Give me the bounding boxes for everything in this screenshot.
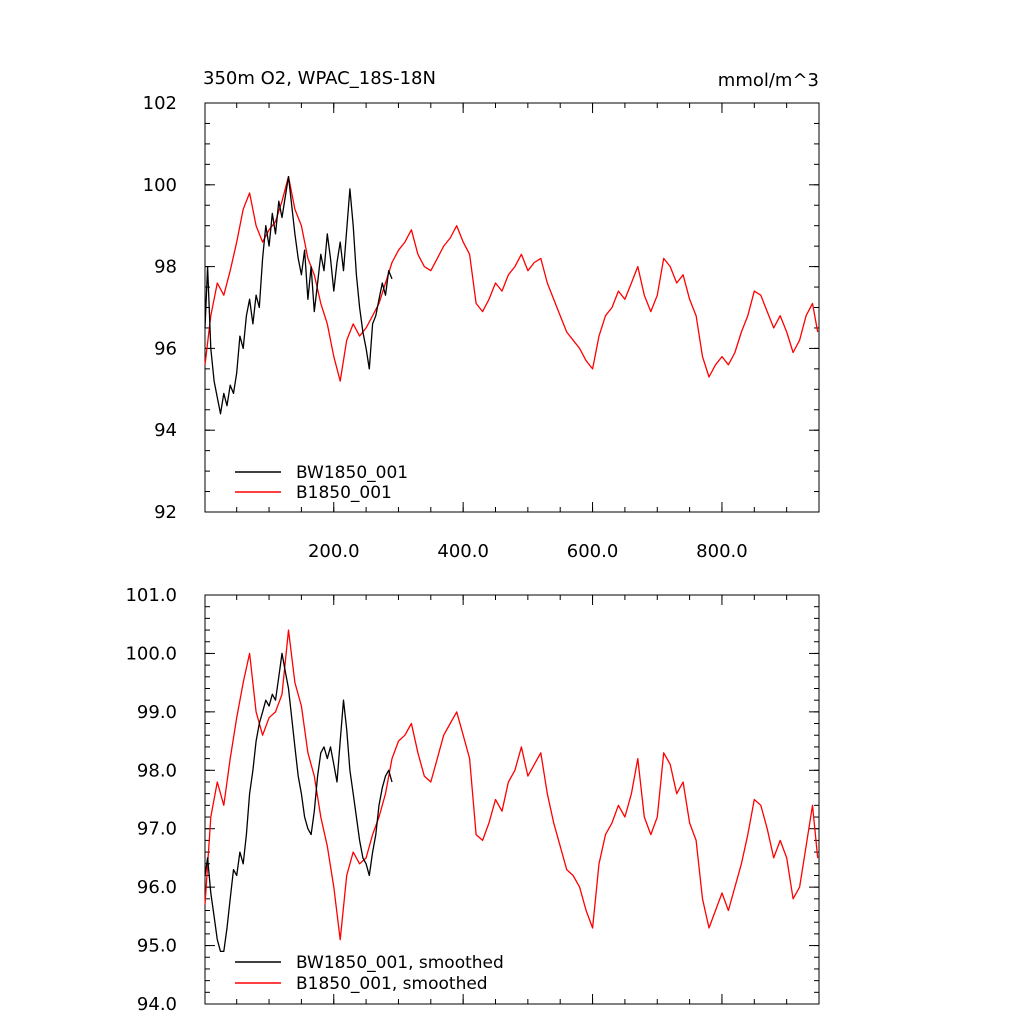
top-ticks [205,102,819,513]
y-tick-label: 100.0 [125,643,177,664]
series-line-b1850-001-smoothed [204,629,819,941]
x-tick-label: 400.0 [437,541,489,562]
top-x-tick-labels: 200.0 400.0 600.0 800.0 [308,541,748,562]
y-tick-label: 102 [143,93,177,114]
y-tick-label: 99.0 [137,702,177,723]
y-tick-label: 92 [154,502,177,523]
x-tick-label: 200.0 [308,541,360,562]
chart-title: 350m O2, WPAC_18S-18N [203,68,436,89]
legend-label-bw1850: BW1850_001 [296,463,408,483]
y-tick-label: 97.0 [137,819,177,840]
bottom-series-lines [204,629,819,953]
units-label: mmol/m^3 [718,70,819,91]
top-y-tick-labels: 92 94 96 98 100 102 [143,93,177,523]
y-tick-label: 96 [154,338,177,359]
bottom-plot-frame [204,594,820,1005]
bottom-y-tick-labels: 94.0 95.0 96.0 97.0 98.0 99.0 100.0 101.0 [125,585,177,1015]
bottom-ticks [205,594,819,1005]
y-tick-label: 101.0 [125,585,177,606]
series-line-bw1850-001-smoothed [204,652,393,953]
series-line-bw1850-001 [204,175,393,415]
top-panel: 350m O2, WPAC_18S-18N mmol/m^3 92 94 96 98 1… [143,68,820,562]
y-tick-label: 96.0 [137,877,177,898]
x-tick-label: 800.0 [696,541,748,562]
legend-label-bw1850-smoothed: BW1850_001, smoothed [296,953,504,973]
legend-label-b1850: B1850_001 [296,483,392,503]
series-line-b1850-001 [204,175,819,382]
y-tick-label: 98.0 [137,760,177,781]
y-tick-label: 98 [154,257,177,278]
bottom-legend: BW1850_001, smoothed B1850_001, smoothed [235,953,504,994]
y-tick-label: 94 [154,420,177,441]
top-legend: BW1850_001 B1850_001 [235,463,408,503]
y-tick-label: 95.0 [137,936,177,957]
y-tick-label: 94.0 [137,994,177,1015]
bottom-panel: 94.0 95.0 96.0 97.0 98.0 99.0 100.0 101.0 BW185… [125,585,820,1015]
top-series-lines [204,175,819,415]
top-plot-frame [204,102,820,513]
legend-label-b1850-smoothed: B1850_001, smoothed [296,974,488,994]
y-tick-label: 100 [143,175,177,196]
x-tick-label: 600.0 [567,541,619,562]
